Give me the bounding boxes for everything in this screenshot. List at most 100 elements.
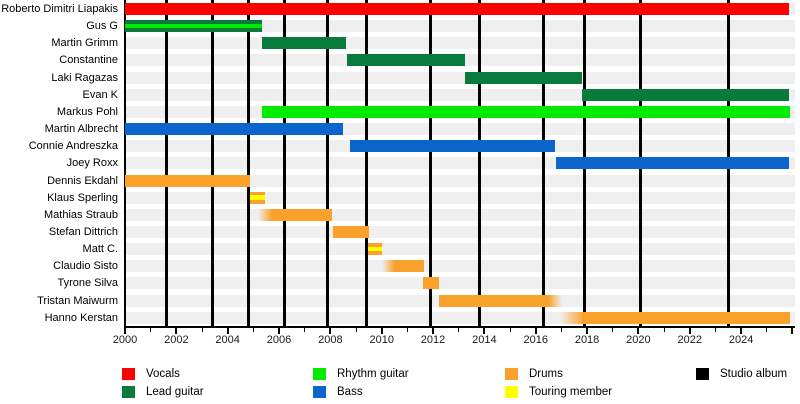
legend-swatch-lead	[122, 385, 135, 398]
member-name: Markus Pohl	[56, 105, 118, 118]
major-tick	[278, 328, 281, 334]
minor-tick	[663, 328, 665, 332]
bar-drums	[249, 191, 265, 204]
studio-album-line	[246, 0, 250, 326]
legend-swatch-vocals	[122, 367, 135, 380]
x-axis-year-label: 2016	[523, 334, 548, 346]
bar-lead	[581, 88, 789, 101]
studio-album-line	[282, 0, 286, 326]
major-tick	[432, 328, 435, 334]
major-tick	[124, 328, 126, 334]
member-name: Stefan Dittrich	[48, 225, 118, 238]
legend-label: Studio album	[720, 367, 788, 380]
bar-drums	[332, 225, 369, 238]
bar-bass	[556, 157, 789, 170]
studio-album-line	[326, 0, 330, 326]
studio-album-line	[428, 0, 432, 326]
x-axis-year-label: 2018	[574, 334, 600, 346]
legend-label: Vocals	[146, 367, 180, 380]
x-axis-year-label: 2002	[164, 334, 189, 346]
bar-stripe-touring	[367, 246, 382, 252]
row-band	[125, 191, 795, 204]
member-name: Hanno Kerstan	[44, 311, 118, 324]
member-name: Gus G	[86, 20, 118, 33]
bar-drums	[439, 294, 563, 307]
row-band	[125, 37, 795, 50]
minor-tick	[766, 328, 768, 332]
bar-rhythm	[262, 105, 790, 118]
legend-item-bass: Bass	[313, 385, 363, 398]
legend-label: Touring member	[529, 385, 613, 398]
legend-item-drums: Drums	[505, 367, 563, 380]
member-name: Constantine	[59, 54, 118, 67]
member-name: Tristan Maiwurm	[37, 294, 118, 307]
member-name: Matt C.	[82, 243, 118, 256]
major-tick	[534, 328, 537, 334]
bar-lead	[125, 20, 263, 33]
major-tick	[483, 328, 486, 334]
row-band	[125, 277, 795, 290]
legend-swatch-rhythm	[313, 367, 326, 380]
legend-swatch-drums	[505, 367, 518, 380]
minor-tick	[612, 328, 614, 332]
minor-tick	[458, 328, 460, 332]
y-axis-border	[123, 0, 126, 326]
legend-label: Lead guitar	[146, 385, 204, 398]
x-axis-year-label: 2006	[266, 334, 292, 346]
x-axis-year-label: 2004	[215, 334, 240, 346]
legend-item-rhythm: Rhythm guitar	[313, 367, 409, 380]
x-axis-baseline	[123, 326, 795, 328]
legend-label: Drums	[529, 367, 563, 380]
legend-label: Rhythm guitar	[337, 367, 409, 380]
row-band	[125, 260, 795, 273]
member-name: Roberto Dimitri Liapakis	[1, 3, 118, 15]
x-axis-year-label: 2012	[420, 334, 446, 346]
bar-drums	[422, 277, 440, 290]
bar-bass	[125, 123, 344, 136]
minor-tick	[355, 328, 357, 332]
bar-stripe-touring	[249, 195, 265, 200]
legend-swatch-bass	[313, 385, 326, 398]
major-tick	[637, 328, 640, 334]
bar-drums	[125, 174, 250, 187]
studio-album-line	[210, 0, 214, 326]
row-band	[125, 208, 795, 221]
major-tick	[791, 328, 794, 334]
x-axis-year-label: 2010	[369, 334, 394, 346]
bar-drums	[367, 243, 382, 256]
x-axis-year-label: 2020	[626, 334, 651, 346]
minor-tick	[252, 328, 254, 332]
bar-vocals	[125, 3, 789, 15]
x-axis-year-label: 2024	[728, 334, 754, 346]
legend-item-lead: Lead guitar	[122, 385, 204, 398]
member-name: Klaus Sperling	[47, 191, 118, 204]
x-axis-year-label: 2022	[677, 334, 702, 346]
row-band	[125, 225, 795, 238]
member-name: Mathias Straub	[44, 208, 118, 221]
member-name: Joey Roxx	[66, 157, 118, 170]
x-axis-year-label: 2000	[112, 334, 138, 346]
minor-tick	[406, 328, 408, 332]
major-tick	[175, 328, 178, 334]
minor-tick	[150, 328, 152, 332]
member-name: Dennis Ekdahl	[47, 174, 118, 187]
bar-drums	[381, 260, 425, 273]
major-tick	[226, 328, 229, 334]
member-name: Martin Albrecht	[44, 123, 118, 136]
minor-tick	[714, 328, 716, 332]
member-name: Martin Grimm	[51, 37, 118, 50]
legend-item-album: Studio album	[696, 367, 787, 380]
studio-album-line	[164, 0, 168, 326]
major-tick	[380, 328, 383, 334]
major-tick	[688, 328, 691, 334]
member-name: Connie Andreszka	[28, 140, 118, 153]
bar-drums	[258, 208, 332, 221]
studio-album-line	[364, 0, 368, 326]
legend-item-vocals: Vocals	[122, 367, 180, 380]
row-band	[125, 243, 795, 256]
minor-tick	[201, 328, 203, 332]
bar-lead	[347, 54, 466, 67]
minor-tick	[560, 328, 562, 332]
member-name: Tyrone Silva	[57, 277, 118, 290]
